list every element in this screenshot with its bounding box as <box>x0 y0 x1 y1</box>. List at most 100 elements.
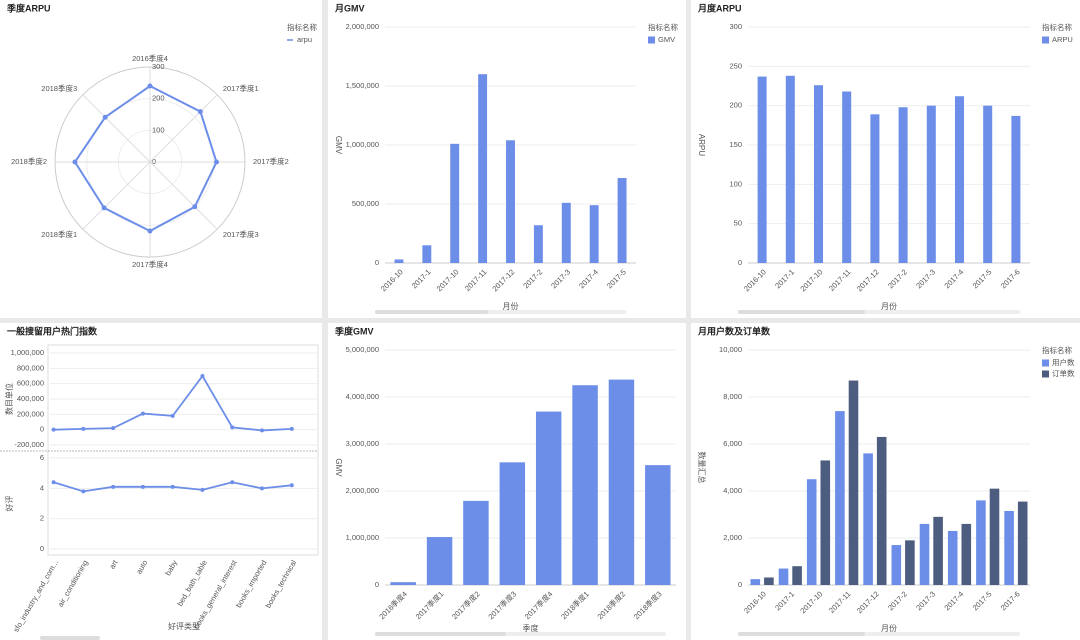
line-point <box>200 374 205 378</box>
legend-swatch <box>648 36 655 44</box>
y-axis-title: 数目单位 <box>4 383 14 415</box>
y-tick-label: 0 <box>738 580 742 589</box>
y-tick-label: 200,000 <box>17 409 44 418</box>
line-point <box>170 484 175 489</box>
line-point <box>260 428 265 433</box>
legend-swatch <box>1042 359 1049 367</box>
line-point <box>260 486 265 491</box>
y-tick-label: 10,000 <box>719 345 742 354</box>
scrollbar-thumb <box>738 310 865 314</box>
radar-point <box>147 83 153 89</box>
bar <box>778 568 789 585</box>
radar-point <box>214 159 219 165</box>
bar <box>533 225 543 263</box>
bar <box>535 411 562 585</box>
bar <box>792 566 802 585</box>
line-point <box>51 427 56 432</box>
y-tick-label: 600,000 <box>17 379 44 388</box>
bar <box>463 500 489 585</box>
bar <box>989 488 1000 585</box>
x-axis-title: 月份 <box>503 301 519 311</box>
category-label: 2017季度2 <box>253 156 289 166</box>
y-tick-label: 3,000,000 <box>346 439 379 448</box>
bar <box>506 140 515 263</box>
y-tick-label: 500,000 <box>352 199 379 208</box>
legend-label: arpu <box>297 35 312 44</box>
bar <box>608 379 635 585</box>
bar <box>842 91 852 263</box>
line-point <box>289 483 294 488</box>
r-tick-label: 300 <box>152 62 165 71</box>
line-point <box>111 426 116 431</box>
y-tick-label: 300 <box>729 22 742 31</box>
bar <box>394 259 404 263</box>
bar <box>572 385 598 585</box>
y-axis-title: 好评 <box>4 496 14 512</box>
plot-frame <box>47 344 319 556</box>
line-point <box>230 425 235 430</box>
bar <box>757 76 767 263</box>
y-tick-label: 2,000,000 <box>346 22 379 31</box>
legend-label: 订单数 <box>1052 368 1075 378</box>
bar <box>876 436 887 585</box>
y-tick-label: 800,000 <box>17 363 44 372</box>
bar <box>750 579 761 585</box>
chart-title: 月GMV <box>334 3 365 13</box>
legend-label: 用户数 <box>1052 357 1075 367</box>
y-tick-label: 2,000 <box>723 533 742 542</box>
line-point <box>81 489 86 494</box>
chart-title: 季度GMV <box>334 325 374 336</box>
y-tick-label: 250 <box>729 61 742 70</box>
panel <box>0 0 322 318</box>
bar <box>1011 115 1021 263</box>
y-tick-label: 1,000,000 <box>346 533 379 542</box>
y-tick-label: 4 <box>40 483 44 492</box>
chart-title: 月度ARPU <box>697 2 742 13</box>
legend-title: 指标名称 <box>1042 22 1072 32</box>
bar <box>905 540 915 585</box>
bar <box>961 523 972 585</box>
bar <box>926 105 936 264</box>
radar-point <box>101 205 107 211</box>
r-tick-label: 100 <box>152 125 165 134</box>
bar <box>499 462 526 585</box>
legend-swatch <box>1042 36 1049 44</box>
y-axis-title: 数量汇总 <box>697 452 707 484</box>
radar-point <box>72 159 78 165</box>
bar <box>806 479 817 585</box>
bar <box>478 74 488 263</box>
x-axis-title: 月份 <box>881 301 897 311</box>
bar <box>919 523 930 585</box>
bar <box>820 460 831 585</box>
bar <box>863 453 873 585</box>
scrollbar-thumb <box>738 632 865 636</box>
y-tick-label: 150 <box>729 140 742 149</box>
category-label: 2017季度3 <box>223 229 259 239</box>
line-point <box>200 487 205 492</box>
spoke <box>82 94 151 163</box>
y-tick-label: -200,000 <box>14 440 44 449</box>
spoke <box>149 94 218 163</box>
y-tick-label: 0 <box>40 544 44 553</box>
line-point <box>289 426 294 431</box>
bar <box>898 107 908 264</box>
bar <box>390 582 416 585</box>
radar-point <box>102 114 108 120</box>
bar <box>870 114 880 263</box>
bar <box>983 105 993 264</box>
bar <box>947 530 958 585</box>
bar <box>645 465 671 585</box>
category-label: 2018季度3 <box>41 83 77 93</box>
line-point <box>111 484 116 489</box>
spoke <box>82 161 151 230</box>
y-tick-label: 2 <box>40 514 44 523</box>
bar <box>589 205 599 263</box>
y-tick-label: 5,000,000 <box>346 345 379 354</box>
y-tick-label: 0 <box>40 425 44 434</box>
panel <box>691 0 1080 318</box>
legend-title: 指标名称 <box>287 22 317 32</box>
r-tick-label: 200 <box>152 94 165 103</box>
legend-label: GMV <box>658 35 675 44</box>
y-tick-label: 0 <box>375 258 379 267</box>
